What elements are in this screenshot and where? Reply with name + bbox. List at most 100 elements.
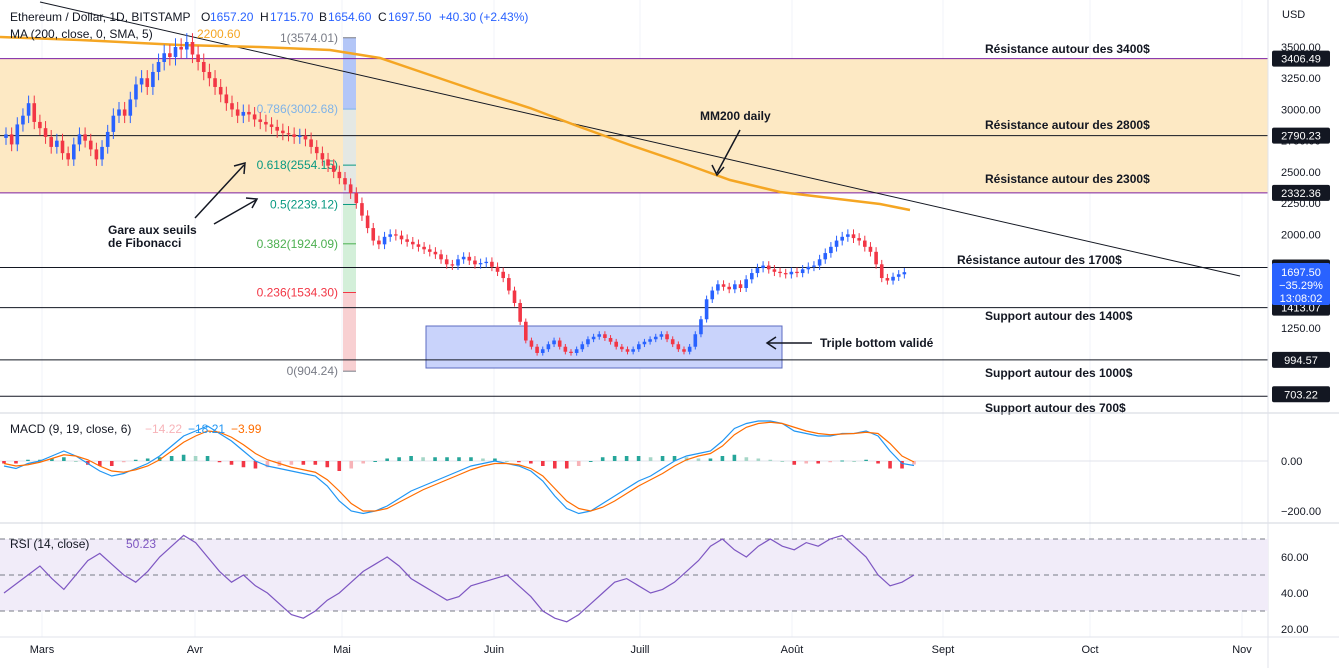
candle-body[interactable] bbox=[761, 265, 765, 269]
candle-body[interactable] bbox=[128, 99, 133, 116]
candle-body[interactable] bbox=[433, 251, 438, 255]
candle-body[interactable] bbox=[484, 261, 489, 264]
candle-body[interactable] bbox=[331, 165, 336, 172]
candle-body[interactable] bbox=[145, 78, 150, 87]
candle-body[interactable] bbox=[817, 259, 822, 266]
candle-body[interactable] bbox=[162, 53, 166, 62]
candle-body[interactable] bbox=[772, 269, 777, 272]
candle-body[interactable] bbox=[185, 42, 189, 50]
candle-body[interactable] bbox=[43, 128, 48, 137]
candle-body[interactable] bbox=[885, 278, 890, 281]
candle-body[interactable] bbox=[151, 71, 155, 87]
candle-body[interactable] bbox=[439, 254, 443, 260]
candle-body[interactable] bbox=[314, 146, 319, 154]
candle-body[interactable] bbox=[38, 121, 42, 129]
candle-body[interactable] bbox=[66, 153, 70, 160]
candle-body[interactable] bbox=[863, 240, 867, 247]
candle-body[interactable] bbox=[552, 340, 556, 345]
candle-body[interactable] bbox=[478, 263, 483, 265]
candle-body[interactable] bbox=[122, 109, 127, 116]
candle-body[interactable] bbox=[670, 339, 675, 345]
candle-body[interactable] bbox=[896, 274, 901, 277]
candle-body[interactable] bbox=[405, 239, 409, 242]
candle-body[interactable] bbox=[286, 133, 291, 135]
candle-body[interactable] bbox=[354, 193, 359, 204]
triple-bottom-box[interactable] bbox=[425, 325, 783, 369]
candle-body[interactable] bbox=[201, 61, 206, 72]
candle-body[interactable] bbox=[83, 134, 87, 141]
candle-body[interactable] bbox=[337, 171, 342, 179]
candle-body[interactable] bbox=[733, 284, 737, 290]
horizontal-levels[interactable] bbox=[0, 58, 1268, 397]
candle-body[interactable] bbox=[716, 284, 720, 291]
candle-body[interactable] bbox=[269, 124, 274, 127]
candle-body[interactable] bbox=[94, 149, 99, 160]
candle-body[interactable] bbox=[427, 249, 432, 252]
candle-body[interactable] bbox=[292, 134, 296, 137]
candle-body[interactable] bbox=[179, 47, 183, 50]
candle-body[interactable] bbox=[252, 114, 257, 120]
candle-body[interactable] bbox=[704, 299, 709, 320]
rsi-panel[interactable]: 60.00 40.00 20.00 bbox=[0, 534, 1309, 636]
candle-body[interactable] bbox=[625, 349, 630, 352]
candle-body[interactable] bbox=[320, 153, 325, 160]
candle-body[interactable] bbox=[778, 271, 782, 274]
candle-body[interactable] bbox=[275, 126, 279, 131]
candle-body[interactable] bbox=[218, 86, 223, 95]
candle-body[interactable] bbox=[676, 344, 681, 350]
candle-body[interactable] bbox=[49, 136, 53, 147]
candle-body[interactable] bbox=[546, 344, 551, 350]
candle-body[interactable] bbox=[100, 146, 104, 160]
candle-body[interactable] bbox=[507, 278, 511, 291]
candle-body[interactable] bbox=[281, 130, 285, 134]
candle-body[interactable] bbox=[88, 140, 93, 150]
candle-body[interactable] bbox=[422, 246, 426, 250]
candle-body[interactable] bbox=[111, 115, 116, 132]
candle-body[interactable] bbox=[891, 276, 895, 281]
candle-body[interactable] bbox=[416, 244, 421, 247]
candle-body[interactable] bbox=[21, 115, 25, 125]
candle-body[interactable] bbox=[902, 272, 907, 275]
candle-body[interactable] bbox=[540, 349, 545, 353]
candle-body[interactable] bbox=[744, 279, 748, 289]
candle-body[interactable] bbox=[879, 264, 884, 279]
candle-body[interactable] bbox=[614, 341, 618, 347]
candle-body[interactable] bbox=[343, 178, 347, 185]
candle-body[interactable] bbox=[699, 319, 703, 335]
candle-body[interactable] bbox=[105, 131, 110, 147]
candle-body[interactable] bbox=[388, 234, 392, 237]
candle-body[interactable] bbox=[569, 351, 573, 353]
candle-body[interactable] bbox=[309, 139, 313, 147]
candle-body[interactable] bbox=[857, 238, 861, 241]
candle-body[interactable] bbox=[207, 71, 212, 79]
candle-body[interactable] bbox=[586, 339, 590, 345]
candle-body[interactable] bbox=[800, 269, 805, 274]
candle-body[interactable] bbox=[72, 144, 76, 160]
candle-body[interactable] bbox=[60, 140, 65, 154]
candle-body[interactable] bbox=[653, 336, 658, 340]
candle-body[interactable] bbox=[834, 240, 839, 247]
candle-body[interactable] bbox=[750, 273, 754, 280]
candle-body[interactable] bbox=[687, 346, 692, 352]
trend-lines[interactable] bbox=[0, 1, 1241, 277]
candle-body[interactable] bbox=[512, 290, 517, 304]
candle-body[interactable] bbox=[55, 140, 59, 147]
candle-body[interactable] bbox=[235, 109, 240, 116]
signal-line[interactable] bbox=[3, 421, 915, 512]
candle-body[interactable] bbox=[26, 103, 31, 116]
candle-body[interactable] bbox=[642, 341, 647, 345]
candlestick-series[interactable] bbox=[4, 33, 907, 356]
candle-body[interactable] bbox=[117, 109, 121, 116]
candle-body[interactable] bbox=[846, 234, 850, 237]
candle-body[interactable] bbox=[213, 78, 217, 87]
candle-body[interactable] bbox=[524, 321, 528, 341]
candle-body[interactable] bbox=[580, 344, 585, 350]
candle-body[interactable] bbox=[518, 303, 522, 322]
candle-body[interactable] bbox=[168, 53, 172, 57]
candle-body[interactable] bbox=[829, 246, 833, 254]
time-axis[interactable]: Mars Avr Mai Juin Juill Août Sept Oct Nov bbox=[30, 644, 1253, 656]
candle-body[interactable] bbox=[631, 349, 635, 352]
candle-body[interactable] bbox=[173, 47, 178, 57]
candle-body[interactable] bbox=[812, 265, 816, 267]
